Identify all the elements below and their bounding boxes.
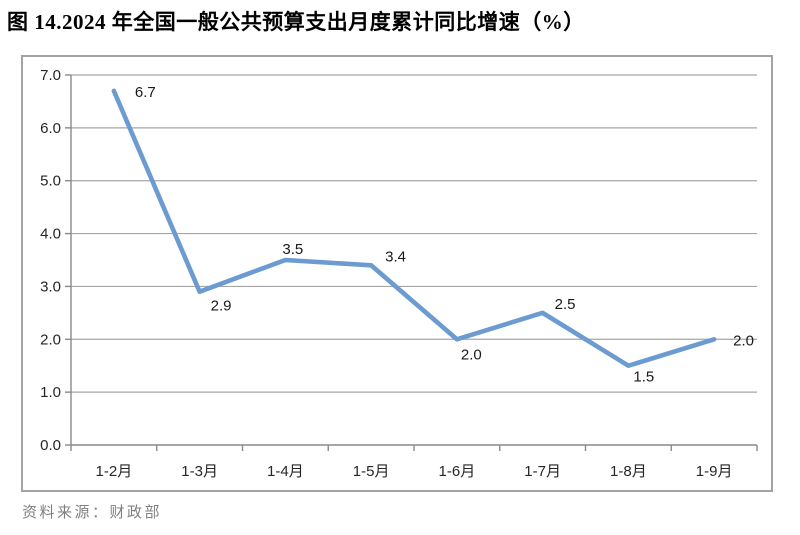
chart-container: 0.0 1.0 2.0 3.0 4.0 5.0 6.0 7.0 1-2月 1-3月 1-4月 1-5月… <box>21 55 773 492</box>
y-tick-label: 1.0 <box>40 384 61 401</box>
series-line <box>111 88 717 369</box>
data-label: 2.5 <box>555 296 576 313</box>
data-label: 2.9 <box>211 298 232 315</box>
x-tick-label: 1-6月 <box>439 463 476 480</box>
y-tick-label: 7.0 <box>40 67 61 84</box>
x-tick-label: 1-9月 <box>696 463 733 480</box>
x-tick-label: 1-7月 <box>524 463 561 480</box>
y-tick-label: 6.0 <box>40 120 61 137</box>
y-tick-label: 4.0 <box>40 226 61 243</box>
x-tick-label: 1-3月 <box>181 463 218 480</box>
data-label: 1.5 <box>633 369 654 386</box>
x-tick-label: 1-8月 <box>610 463 647 480</box>
chart-title: 图 14.2024 年全国一般公共预算支出月度累计同比增速（%） <box>7 10 585 34</box>
data-label: 2.0 <box>733 332 754 349</box>
y-tick-label: 2.0 <box>40 331 61 348</box>
x-tick-label: 1-4月 <box>267 463 304 480</box>
data-label: 3.5 <box>282 241 303 258</box>
data-label: 6.7 <box>135 84 156 101</box>
data-label: 2.0 <box>461 346 482 363</box>
x-tick-label: 1-2月 <box>96 463 133 480</box>
x-tick-label: 1-5月 <box>353 463 390 480</box>
line-chart: 0.0 1.0 2.0 3.0 4.0 5.0 6.0 7.0 1-2月 1-3月 1-4月 1-5月… <box>40 67 758 480</box>
data-label: 3.4 <box>385 248 406 265</box>
y-tick-label: 3.0 <box>40 278 61 295</box>
y-tick-label: 0.0 <box>40 437 61 454</box>
y-tick-label: 5.0 <box>40 173 61 190</box>
source-note: 资料来源：财政部 <box>22 505 163 521</box>
